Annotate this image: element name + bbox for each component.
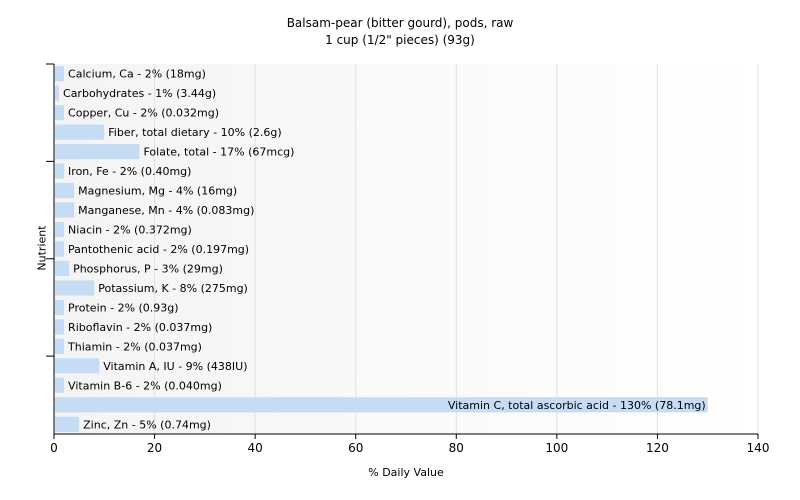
bar bbox=[55, 416, 80, 432]
bar-label: Vitamin B-6 - 2% (0.040mg) bbox=[68, 379, 222, 392]
bar-label: Fiber, total dietary - 10% (2.6g) bbox=[108, 126, 281, 139]
bar bbox=[55, 66, 65, 82]
bar bbox=[55, 241, 65, 257]
bar-label: Copper, Cu - 2% (0.032mg) bbox=[68, 107, 219, 120]
bar-label: Potassium, K - 8% (275mg) bbox=[98, 282, 248, 295]
bar bbox=[55, 358, 100, 374]
bar-label: Niacin - 2% (0.372mg) bbox=[68, 224, 192, 237]
x-tick-label: 40 bbox=[248, 441, 263, 455]
bar bbox=[55, 144, 140, 160]
bar bbox=[55, 202, 75, 218]
bar-label: Carbohydrates - 1% (3.44g) bbox=[63, 87, 216, 100]
bar bbox=[55, 221, 65, 238]
bar-label: Protein - 2% (0.93g) bbox=[68, 301, 179, 314]
x-tick-label: 60 bbox=[348, 441, 363, 455]
bar-label: Vitamin A, IU - 9% (438IU) bbox=[103, 360, 247, 373]
bar bbox=[55, 163, 65, 179]
bar bbox=[55, 377, 65, 393]
x-tick-label: 20 bbox=[147, 441, 162, 455]
bar-label: Manganese, Mn - 4% (0.083mg) bbox=[78, 204, 254, 217]
bar bbox=[55, 299, 65, 316]
bar bbox=[55, 182, 75, 199]
bar-label: Vitamin C, total ascorbic acid - 130% (7… bbox=[448, 399, 706, 412]
bar bbox=[55, 124, 105, 140]
y-axis-label: Nutrient bbox=[35, 225, 49, 271]
bar-label: Thiamin - 2% (0.037mg) bbox=[67, 340, 202, 353]
bar bbox=[55, 85, 60, 101]
x-tick-label: 140 bbox=[747, 441, 770, 455]
bar bbox=[55, 105, 65, 121]
bar bbox=[55, 319, 65, 335]
x-tick-label: 80 bbox=[449, 441, 464, 455]
bar-label: Phosphorus, P - 3% (29mg) bbox=[73, 262, 223, 275]
chart-title: Balsam-pear (bitter gourd), pods, raw bbox=[286, 16, 514, 30]
plot-area bbox=[54, 64, 758, 434]
bar bbox=[55, 260, 70, 277]
bar bbox=[55, 397, 708, 413]
x-tick-label: 120 bbox=[646, 441, 669, 455]
bar-label: Pantothenic acid - 2% (0.197mg) bbox=[68, 243, 249, 256]
bar-label: Zinc, Zn - 5% (0.74mg) bbox=[83, 418, 211, 431]
bar bbox=[55, 338, 65, 354]
x-tick-label: 100 bbox=[545, 441, 568, 455]
bar-label: Riboflavin - 2% (0.037mg) bbox=[68, 321, 212, 334]
bar-label: Iron, Fe - 2% (0.40mg) bbox=[68, 165, 191, 178]
bar-label: Calcium, Ca - 2% (18mg) bbox=[68, 68, 206, 81]
x-tick-label: 0 bbox=[50, 441, 58, 455]
bar-label: Magnesium, Mg - 4% (16mg) bbox=[78, 185, 237, 198]
chart-subtitle: 1 cup (1/2" pieces) (93g) bbox=[325, 33, 475, 47]
bar-label: Folate, total - 17% (67mcg) bbox=[143, 146, 294, 159]
bar bbox=[55, 280, 95, 296]
x-axis-label: % Daily Value bbox=[368, 466, 444, 479]
